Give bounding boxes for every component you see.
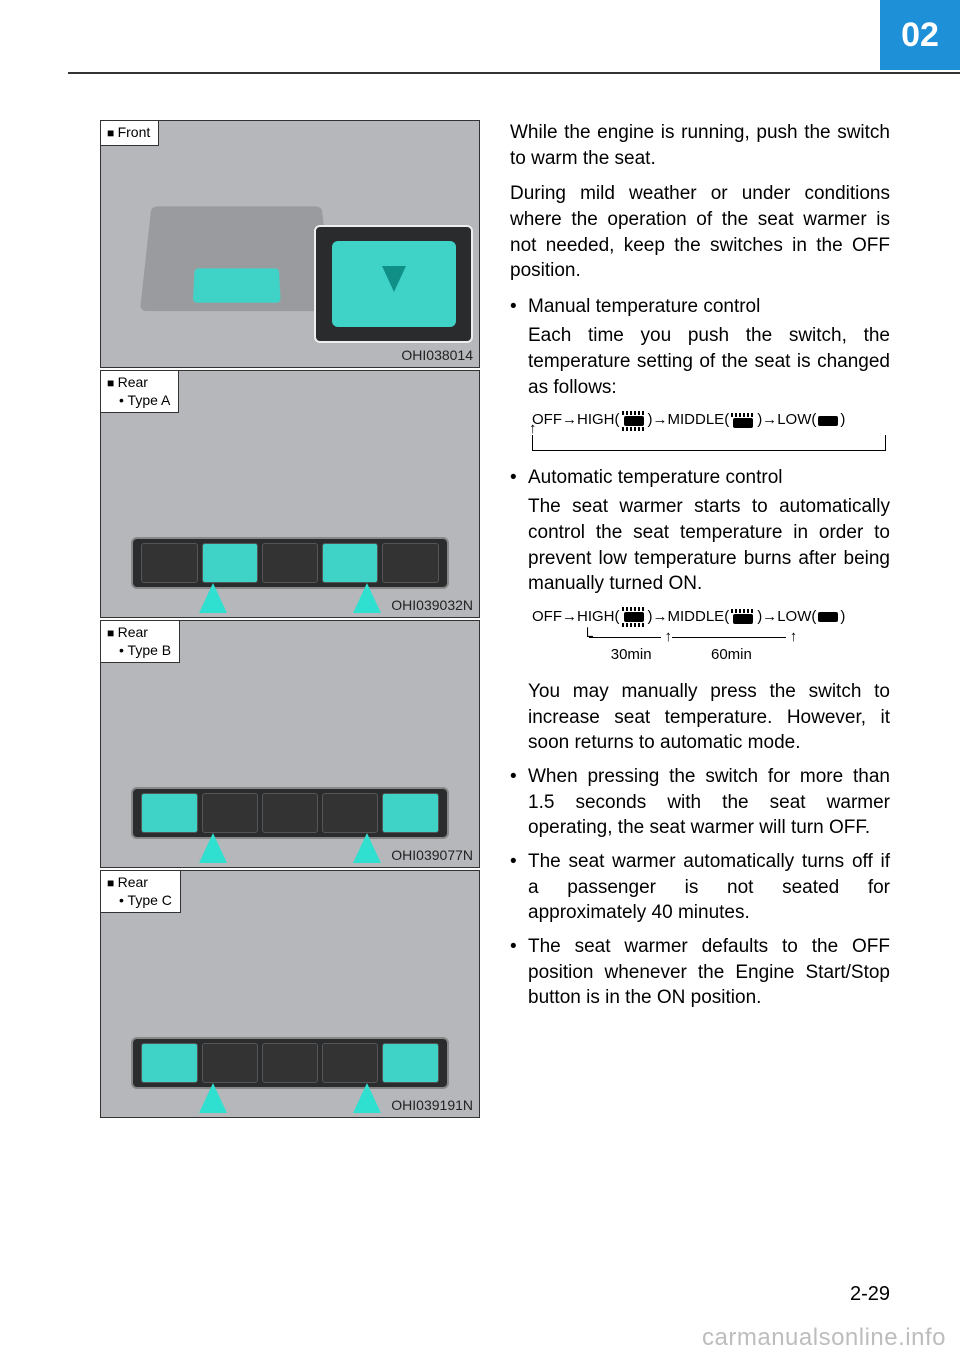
figures-column: ■ Front OHI038014 ■ Rear • Type A OHI039… (100, 120, 480, 1262)
watermark: carmanualsonline.info (702, 1324, 946, 1352)
figure-label-sub: • Type B (107, 642, 171, 660)
figure-rear-c: ■ Rear • Type C OHI039191N (100, 870, 480, 1118)
figure-label: ■ Rear • Type A (101, 371, 179, 413)
auto-30-label: 30min (611, 645, 652, 665)
text-column: While the engine is running, push the sw… (510, 120, 890, 1262)
figure-code: OHI038014 (401, 347, 473, 363)
figure-label: ■ Rear • Type C (101, 871, 181, 913)
seq-mid: MIDDLE (668, 410, 725, 430)
figure-label-sub: • Type A (107, 392, 170, 410)
manual-sequence: OFF→HIGH( )→MIDDLE( )→LOW( ) (528, 410, 890, 450)
seq-off: OFF (532, 607, 562, 627)
figure-code: OHI039032N (391, 597, 473, 613)
auto-loop-diagram: └ ↑ ↑ 30min 60min (532, 629, 890, 665)
page-number: 2-29 (850, 1283, 890, 1306)
list-item: The seat warmer defaults to the OFF posi… (510, 934, 890, 1011)
bullet-head: Manual temperature control (528, 296, 760, 317)
loop-line (532, 435, 886, 451)
list-item: The seat warmer automatically turns off … (510, 849, 890, 926)
seq-high: HIGH (577, 410, 615, 430)
bullet-body: The seat warmer starts to automatically … (528, 494, 890, 597)
bullet-tail: You may manually press the switch to inc… (528, 679, 890, 756)
paragraph: During mild weather or under conditions … (510, 181, 890, 284)
led-high-icon (622, 411, 646, 431)
figure-label-main: Rear (118, 874, 148, 890)
figure-label: ■ Rear • Type B (101, 621, 180, 663)
figure-label-main: Rear (118, 624, 148, 640)
horizontal-rule (68, 72, 960, 74)
list-item: Automatic temperature control The seat w… (510, 465, 890, 756)
page-content: ■ Front OHI038014 ■ Rear • Type A OHI039… (100, 120, 890, 1262)
auto-60-label: 60min (711, 645, 752, 665)
list-item: When pressing the switch for more than 1… (510, 764, 890, 841)
paragraph: While the engine is running, push the sw… (510, 120, 890, 171)
led-mid-icon (731, 413, 755, 428)
chapter-tab: 02 (880, 0, 960, 70)
bullet-body: Each time you push the switch, the tempe… (528, 323, 890, 400)
figure-code: OHI039077N (391, 847, 473, 863)
list-item: Manual temperature control Each time you… (510, 294, 890, 451)
figure-label-main: Front (118, 124, 151, 140)
led-low-icon (818, 416, 838, 426)
figure-front: ■ Front OHI038014 (100, 120, 480, 368)
seq-off: OFF (532, 410, 562, 430)
figure-rear-b: ■ Rear • Type B OHI039077N (100, 620, 480, 868)
seq-low: LOW (777, 410, 811, 430)
bullet-head: Automatic temperature control (528, 467, 783, 488)
auto-sequence: OFF→HIGH( )→MIDDLE( )→LOW( ) └ ↑ ↑ 30min (528, 607, 890, 665)
figure-rear-a: ■ Rear • Type A OHI039032N (100, 370, 480, 618)
figure-label-main: Rear (118, 374, 148, 390)
led-high-icon (622, 607, 646, 627)
figure-label-sub: • Type C (107, 892, 172, 910)
figure-label: ■ Front (101, 121, 159, 146)
seq-mid: MIDDLE (668, 607, 725, 627)
seq-high: HIGH (577, 607, 615, 627)
led-low-icon (818, 612, 838, 622)
led-mid-icon (731, 609, 755, 624)
seq-low: LOW (777, 607, 811, 627)
figure-code: OHI039191N (391, 1097, 473, 1113)
